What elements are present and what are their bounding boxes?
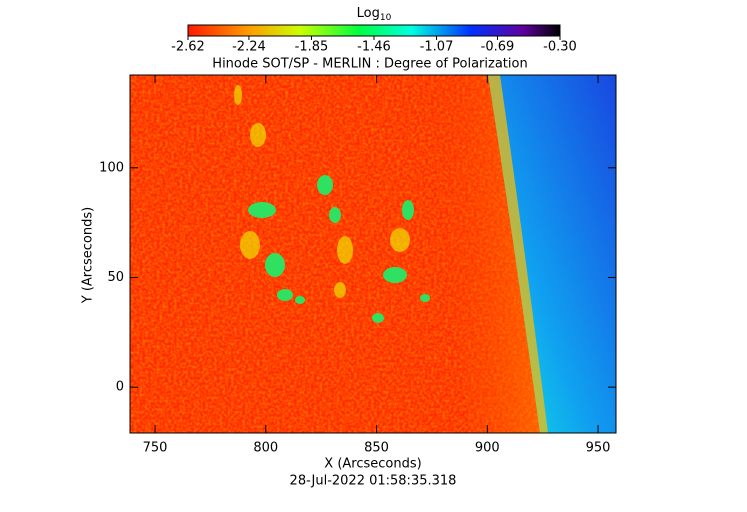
x-tick-label: 750 [143, 441, 168, 456]
chart-title: Hinode SOT/SP - MERLIN : Degree of Polar… [212, 57, 527, 72]
x-tick-label: 800 [253, 441, 278, 456]
colorbar-tick-label: -1.85 [295, 40, 329, 55]
timestamp: 28-Jul-2022 01:58:35.318 [290, 474, 457, 489]
colorbar-tick-label: -2.62 [171, 40, 205, 55]
y-axis-label: Y (Arcseconds) [81, 207, 96, 304]
colorbar-tick-label: -1.46 [357, 40, 391, 55]
plot-frame [129, 74, 617, 434]
colorbar-tick-label: -0.30 [543, 40, 577, 55]
y-tick-label: 50 [107, 270, 124, 285]
x-tick-label: 900 [475, 441, 500, 456]
y-tick-label: 0 [116, 380, 124, 395]
colorbar-label: Log10 [357, 6, 392, 23]
solar-image [130, 75, 616, 433]
y-tick-label: 100 [99, 160, 124, 175]
colorbar-tick-label: -1.07 [420, 40, 454, 55]
x-tick-label: 950 [586, 441, 611, 456]
colorbar-tick-label: -0.69 [481, 40, 515, 55]
colorbar [187, 24, 561, 37]
x-tick-label: 850 [364, 441, 389, 456]
colorbar-tick-label: -2.24 [232, 40, 266, 55]
plage [234, 85, 410, 298]
active-region [248, 175, 430, 323]
x-axis-label: X (Arcseconds) [324, 457, 421, 472]
